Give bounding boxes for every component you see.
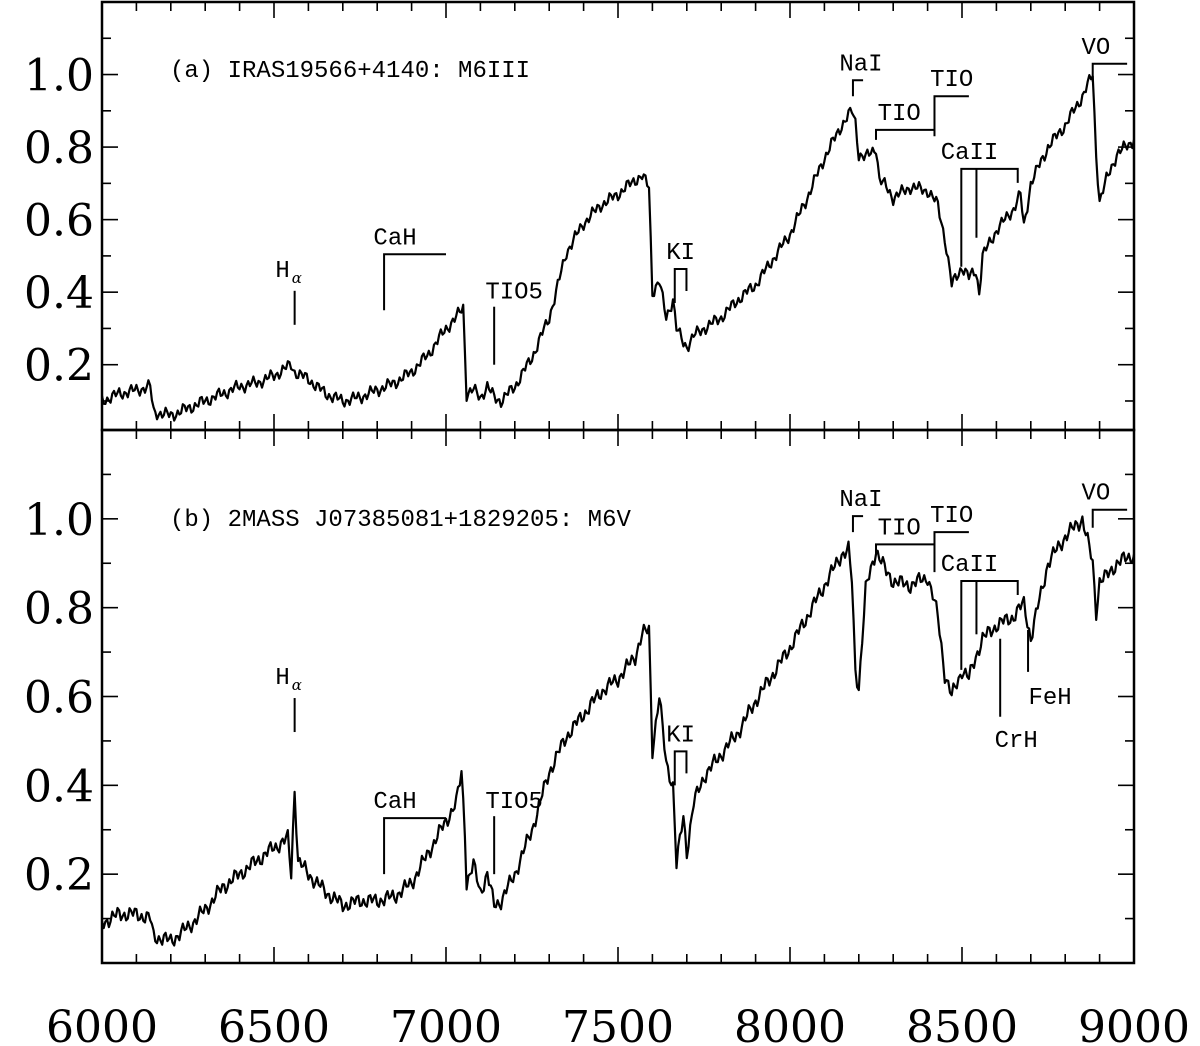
a-ytick-label: 0.2 bbox=[24, 341, 94, 392]
a-ytick-label: 0.6 bbox=[24, 196, 94, 247]
a-cah-marker bbox=[383, 253, 446, 311]
b-ytick-label: 0.4 bbox=[24, 761, 94, 812]
b-tio-label-1: TIO bbox=[878, 515, 921, 542]
a-ki-marker bbox=[673, 268, 688, 304]
a-nai-label: NaI bbox=[839, 51, 882, 78]
b-caii-marker bbox=[960, 580, 1019, 670]
b-tio-marker-2 bbox=[933, 531, 969, 573]
b-cah-marker bbox=[383, 817, 446, 875]
a-vo-label: VO bbox=[1082, 35, 1111, 62]
b-caii-label: CaII bbox=[941, 552, 999, 579]
panel-a: 0.2 0.4 0.6 0.8 1.0 (a) IRAS19566+4140: M6III… bbox=[24, 0, 1136, 432]
a-tio-marker-2 bbox=[933, 95, 969, 137]
b-spectrum-line bbox=[100, 515, 1136, 947]
a-ki-label: KI bbox=[666, 240, 695, 267]
a-tio-marker-1 bbox=[875, 128, 935, 140]
b-tio-label-2: TIO bbox=[930, 503, 973, 530]
b-tio-marker-1 bbox=[875, 543, 935, 555]
a-panel-title: (a) IRAS19566+4140: M6III bbox=[170, 58, 530, 85]
b-nai-marker bbox=[851, 515, 864, 533]
xtick-label: 9000 bbox=[1078, 1002, 1190, 1046]
b-feh-label: FeH bbox=[1028, 685, 1071, 712]
b-panel-title: (b) 2MASS J07385081+1829205: M6V bbox=[170, 507, 631, 534]
b-tio5-label: TIO5 bbox=[485, 789, 543, 816]
b-crh-label: CrH bbox=[995, 728, 1038, 755]
a-tio5-label: TIO5 bbox=[485, 280, 543, 307]
b-vo-marker bbox=[1091, 508, 1128, 528]
a-ytick-label: 1.0 bbox=[24, 51, 94, 102]
b-ki-label: KI bbox=[666, 722, 695, 749]
xtick-label: 8500 bbox=[906, 1002, 1018, 1046]
xtick-label: 8000 bbox=[734, 1002, 846, 1046]
b-ytick-label: 0.2 bbox=[24, 850, 94, 901]
a-tio-label-1: TIO bbox=[878, 101, 921, 128]
b-ytick-label: 0.6 bbox=[24, 673, 94, 724]
panel-b: 0.2 0.4 0.6 0.8 1.0 (b) 2MASS J07385081+18292… bbox=[24, 428, 1136, 965]
a-cah-label: CaH bbox=[373, 225, 416, 252]
b-vo-label: VO bbox=[1082, 481, 1111, 508]
xtick-label: 6000 bbox=[46, 1002, 158, 1046]
a-ytick-label: 0.4 bbox=[24, 268, 94, 319]
xtick-label: 6500 bbox=[218, 1002, 330, 1046]
a-tio-label-2: TIO bbox=[930, 67, 973, 94]
b-cah-label: CaH bbox=[373, 789, 416, 816]
a-ytick-label: 0.8 bbox=[24, 123, 94, 174]
b-ytick-label: 1.0 bbox=[24, 495, 94, 546]
a-halpha-sub: α bbox=[292, 269, 302, 287]
a-nai-marker bbox=[851, 79, 864, 97]
b-halpha-sub: α bbox=[292, 676, 302, 694]
b-ytick-label: 0.8 bbox=[24, 584, 94, 635]
xtick-label: 7500 bbox=[562, 1002, 674, 1046]
x-axis: 6000 6500 7000 7500 8000 8500 9000 bbox=[46, 1002, 1190, 1046]
a-caii-label: CaII bbox=[941, 140, 999, 167]
a-spectrum-line bbox=[100, 74, 1136, 422]
b-nai-label: NaI bbox=[839, 487, 882, 514]
b-ki-marker bbox=[673, 750, 688, 786]
xtick-label: 7000 bbox=[390, 1002, 502, 1046]
a-vo-marker bbox=[1091, 62, 1128, 82]
a-caii-marker bbox=[960, 167, 1019, 267]
